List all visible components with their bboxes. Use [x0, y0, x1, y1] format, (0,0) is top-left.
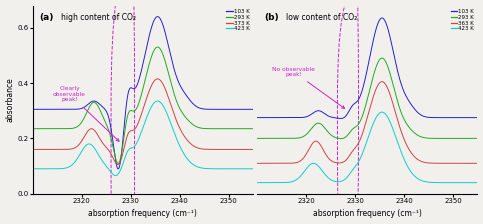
Y-axis label: absorbance: absorbance — [6, 77, 14, 122]
Legend: 103 K, 293 K, 363 K, 423 K: 103 K, 293 K, 363 K, 423 K — [448, 7, 476, 34]
Text: Clearly
observable
peak!: Clearly observable peak! — [53, 86, 119, 141]
Text: high content of CO₂: high content of CO₂ — [61, 13, 136, 22]
Text: (b): (b) — [264, 13, 278, 22]
X-axis label: absorption frequency (cm⁻¹): absorption frequency (cm⁻¹) — [313, 209, 422, 218]
Text: No observable
peak!: No observable peak! — [272, 67, 344, 108]
Text: low content of CO₂: low content of CO₂ — [286, 13, 357, 22]
Text: (a): (a) — [39, 13, 54, 22]
Legend: 103 K, 293 K, 373 K, 423 K: 103 K, 293 K, 373 K, 423 K — [224, 7, 252, 34]
X-axis label: absorption frequency (cm⁻¹): absorption frequency (cm⁻¹) — [88, 209, 198, 218]
